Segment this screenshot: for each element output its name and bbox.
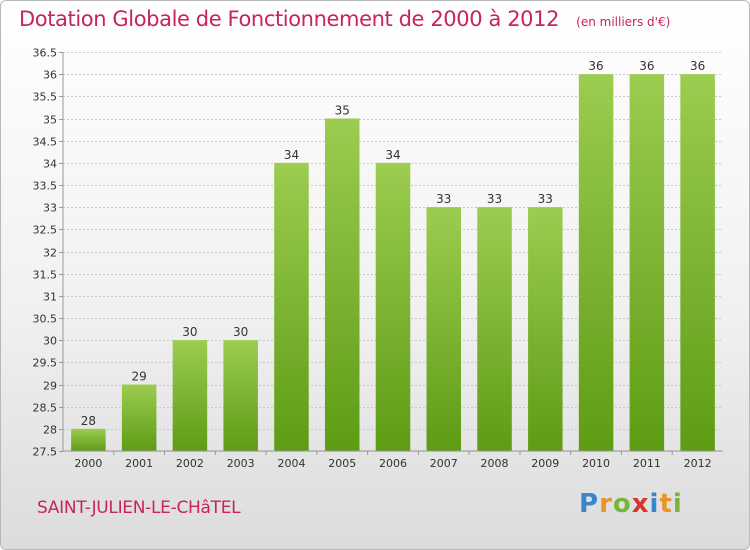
x-tick-label: 2007 <box>430 457 458 470</box>
bar <box>477 207 512 451</box>
y-tick-label: 31.5 <box>33 269 58 282</box>
proxiti-logo: Proxiti <box>579 489 683 519</box>
bar-value-label: 33 <box>538 192 553 206</box>
bar-value-label: 35 <box>335 104 350 118</box>
x-tick-label: 2005 <box>328 457 356 470</box>
y-tick-label: 33.5 <box>33 180 58 193</box>
x-tick-label: 2000 <box>74 457 102 470</box>
title-row: Dotation Globale de Fonctionnement de 20… <box>19 7 670 31</box>
bar <box>629 74 665 452</box>
bar <box>578 74 614 452</box>
bar-value-label: 33 <box>436 192 451 206</box>
bar <box>223 340 258 451</box>
bar <box>324 118 360 451</box>
x-tick-label: 2002 <box>176 457 204 470</box>
x-tick-label: 2006 <box>379 457 407 470</box>
bar <box>375 162 411 452</box>
x-tick-label: 2012 <box>684 457 712 470</box>
y-tick-label: 30 <box>43 335 57 348</box>
y-tick-label: 35.5 <box>33 91 58 104</box>
y-tick-label: 32 <box>43 247 57 260</box>
bar-value-label: 36 <box>690 59 705 73</box>
bar-value-label: 28 <box>81 414 96 428</box>
x-tick-label: 2010 <box>582 457 610 470</box>
y-tick-label: 29.5 <box>33 357 58 370</box>
y-tick-label: 30.5 <box>33 313 58 326</box>
y-axis: 27.5 28 28.5 29 29.5 30 30.5 31 31.5 32 32.5 33 33.5… <box>33 47 64 459</box>
y-tick-label: 28.5 <box>33 402 58 415</box>
bar-value-label: 34 <box>385 148 400 162</box>
bar-value-label: 33 <box>487 192 502 206</box>
y-tick-label: 34.5 <box>33 136 58 149</box>
bar-value-label: 34 <box>284 148 299 162</box>
x-tick-label: 2004 <box>277 457 305 470</box>
bar <box>274 162 309 452</box>
bar-value-label: 36 <box>588 59 603 73</box>
commune-name: SAINT-JULIEN-LE-CHâTEL <box>37 498 241 518</box>
x-tick-label: 2009 <box>531 457 559 470</box>
chart-title: Dotation Globale de Fonctionnement de 20… <box>19 7 560 31</box>
x-axis: 2000 2001 2002 2003 2004 2005 2006 2007 2008 2009… <box>63 450 723 470</box>
bar-value-label: 29 <box>132 370 147 384</box>
bars: 28 29 30 30 34 35 34 33 33 33 36 36 36 <box>71 59 715 452</box>
bar <box>172 340 208 451</box>
bar <box>121 384 157 451</box>
bar-value-label: 30 <box>182 325 197 339</box>
y-tick-label: 36 <box>43 69 57 82</box>
bar <box>426 207 462 451</box>
x-tick-label: 2003 <box>227 457 255 470</box>
x-tick-label: 2008 <box>481 457 509 470</box>
y-tick-label: 36.5 <box>33 47 58 60</box>
bar-value-label: 36 <box>639 59 654 73</box>
bar <box>71 428 106 451</box>
chart-subtitle: (en milliers d'€) <box>576 15 671 29</box>
y-tick-label: 28 <box>43 424 57 437</box>
bar-value-label: 30 <box>233 325 248 339</box>
y-tick-label: 34 <box>43 158 57 171</box>
y-tick-label: 29 <box>43 380 57 393</box>
y-tick-label: 32.5 <box>33 224 58 237</box>
y-tick-label: 33 <box>43 202 57 215</box>
x-tick-label: 2001 <box>125 457 153 470</box>
y-tick-label: 31 <box>43 291 57 304</box>
bar <box>680 74 715 452</box>
y-tick-label: 27.5 <box>33 446 58 459</box>
y-tick-label: 35 <box>43 114 57 127</box>
bar <box>528 207 563 451</box>
x-tick-label: 2011 <box>633 457 661 470</box>
